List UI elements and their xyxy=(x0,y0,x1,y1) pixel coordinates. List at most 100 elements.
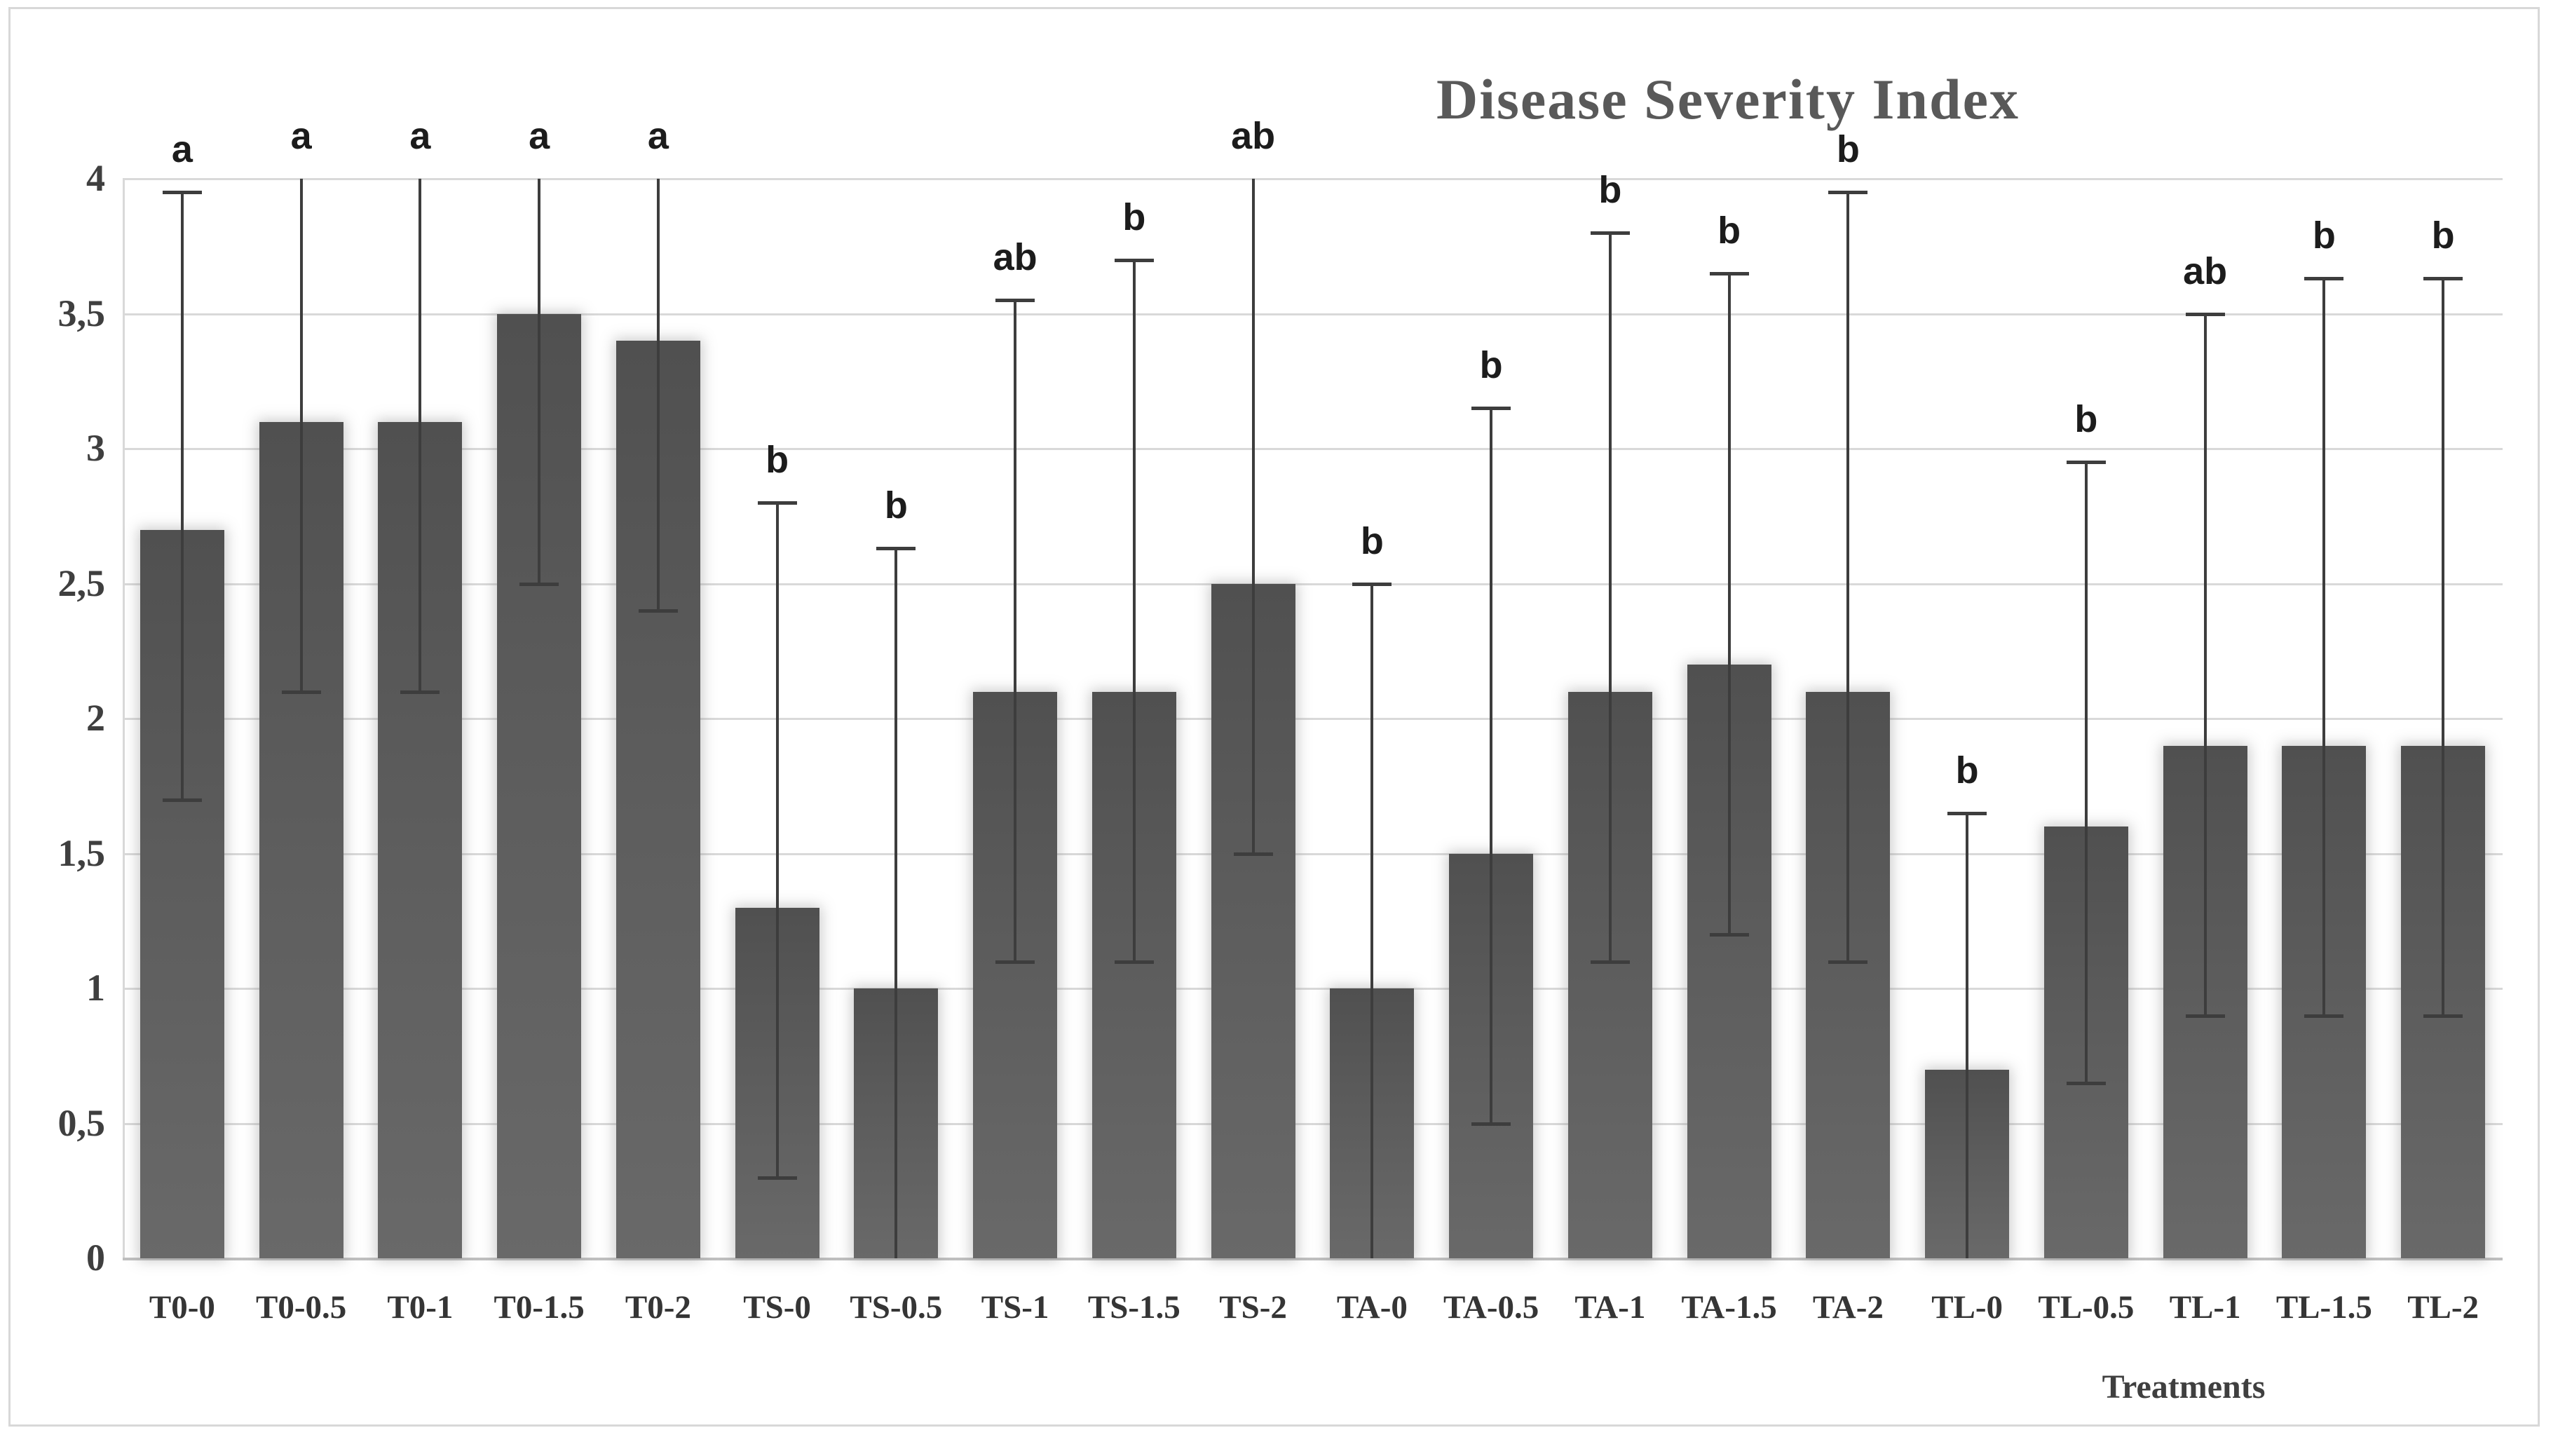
error-bar-bottom-cap xyxy=(1233,852,1273,856)
error-bar-bottom-cap xyxy=(1709,933,1749,937)
y-tick-label: 0 xyxy=(86,1237,105,1279)
significance-letter: b xyxy=(1598,169,1622,211)
error-bar-bottom-cap xyxy=(2066,1081,2106,1085)
error-bar xyxy=(299,179,303,692)
x-tick-label: TA-2 xyxy=(1812,1289,1884,1326)
significance-letter: b xyxy=(1122,196,1146,238)
gridline xyxy=(123,448,2503,450)
y-tick-label: 3,5 xyxy=(57,292,106,334)
error-bar-top-cap xyxy=(2066,461,2106,465)
error-bar-bottom-cap xyxy=(2423,1014,2463,1018)
y-tick-label: 3 xyxy=(86,427,105,469)
x-tick-label: T0-1 xyxy=(387,1289,454,1326)
gridline xyxy=(123,1122,2503,1125)
error-bar-bottom-cap xyxy=(162,798,202,802)
error-bar-bottom-cap xyxy=(757,1176,797,1180)
significance-letter: b xyxy=(1360,519,1384,562)
significance-letter: b xyxy=(2312,215,2336,257)
gridline xyxy=(123,583,2503,585)
significance-letter: a xyxy=(290,115,312,157)
error-bar-top-cap xyxy=(1352,582,1392,586)
error-bar-bottom-cap xyxy=(519,582,559,586)
y-tick-label: 1,5 xyxy=(57,831,106,874)
x-tick-label: TL-0.5 xyxy=(2038,1289,2135,1326)
x-tick-label: T0-2 xyxy=(625,1289,691,1326)
error-bar xyxy=(2203,313,2207,1016)
significance-letter: b xyxy=(2074,398,2098,441)
error-bar-bottom-cap xyxy=(281,690,321,694)
x-tick-label: TL-2 xyxy=(2407,1289,2479,1326)
error-bar-bottom-cap xyxy=(1590,960,1630,964)
y-tick-label: 0,5 xyxy=(57,1101,106,1144)
significance-letter: b xyxy=(1479,344,1503,387)
error-bar xyxy=(538,179,541,584)
y-axis-line xyxy=(123,179,125,1260)
error-bar-top-cap xyxy=(1590,231,1630,235)
error-bar-bottom-cap xyxy=(1114,960,1154,964)
error-bar xyxy=(1608,233,1612,962)
error-bar-top-cap xyxy=(1114,258,1154,262)
error-bar-top-cap xyxy=(876,547,916,551)
gridline xyxy=(123,718,2503,720)
error-bar-bottom-cap xyxy=(995,960,1035,964)
significance-letter: b xyxy=(884,484,908,527)
x-tick-label: TL-1 xyxy=(2169,1289,2241,1326)
y-tick-label: 2,5 xyxy=(57,562,106,604)
error-bar-top-cap xyxy=(2304,277,2344,281)
error-bar-top-cap xyxy=(757,501,797,505)
x-tick-label: T0-0.5 xyxy=(256,1289,347,1326)
significance-letter: ab xyxy=(1231,115,1276,157)
error-bar-top-cap xyxy=(995,299,1035,303)
significance-letter: b xyxy=(2431,215,2455,257)
x-tick-label: TS-1.5 xyxy=(1087,1289,1181,1326)
y-tick-label: 1 xyxy=(86,967,105,1009)
error-bar-top-cap xyxy=(1709,271,1749,275)
error-bar xyxy=(419,179,422,692)
x-tick-label: TA-0 xyxy=(1336,1289,1408,1326)
error-bar xyxy=(775,503,779,1178)
error-bar xyxy=(1370,583,1374,1258)
x-tick-label: TA-0.5 xyxy=(1443,1289,1539,1326)
y-tick-label: 4 xyxy=(86,157,105,199)
significance-letter: ab xyxy=(993,236,1037,279)
chart-title: Disease Severity Index xyxy=(1436,67,2020,131)
error-bar xyxy=(180,192,184,800)
error-bar xyxy=(1846,192,1850,962)
y-tick-label: 2 xyxy=(86,697,105,739)
significance-letter: ab xyxy=(2183,250,2228,292)
significance-letter: b xyxy=(1836,128,1860,171)
x-tick-label: TL-0 xyxy=(1931,1289,2003,1326)
error-bar-bottom-cap xyxy=(1828,960,1868,964)
significance-letter: a xyxy=(647,115,669,157)
gridline xyxy=(123,313,2503,315)
error-bar-top-cap xyxy=(1828,191,1868,195)
error-bar xyxy=(1014,300,1017,962)
error-bar xyxy=(1132,259,1136,962)
x-axis-title: Treatments xyxy=(2102,1368,2266,1406)
x-tick-label: TS-0.5 xyxy=(850,1289,943,1326)
x-tick-label: TS-2 xyxy=(1219,1289,1287,1326)
gridline xyxy=(123,988,2503,990)
x-tick-label: TA-1.5 xyxy=(1681,1289,1777,1326)
error-bar-bottom-cap xyxy=(2185,1014,2225,1018)
error-bar-top-cap xyxy=(2423,277,2463,281)
x-tick-label: T0-0 xyxy=(149,1289,215,1326)
significance-letter: a xyxy=(171,128,193,171)
error-bar xyxy=(656,179,660,611)
x-tick-label: TL-1.5 xyxy=(2275,1289,2372,1326)
error-bar xyxy=(2322,278,2326,1016)
error-bar-bottom-cap xyxy=(400,690,440,694)
significance-letter: a xyxy=(409,115,431,157)
x-axis-line xyxy=(123,1258,2503,1260)
error-bar-bottom-cap xyxy=(2304,1014,2344,1018)
gridline xyxy=(123,852,2503,855)
x-tick-label: TA-1 xyxy=(1574,1289,1646,1326)
error-bar xyxy=(894,548,898,1258)
error-bar-bottom-cap xyxy=(638,609,678,613)
error-bar-bottom-cap xyxy=(1471,1122,1511,1126)
error-bar xyxy=(1727,273,1731,934)
significance-letter: b xyxy=(1955,749,1979,791)
error-bar xyxy=(1251,179,1255,854)
significance-letter: a xyxy=(529,115,550,157)
